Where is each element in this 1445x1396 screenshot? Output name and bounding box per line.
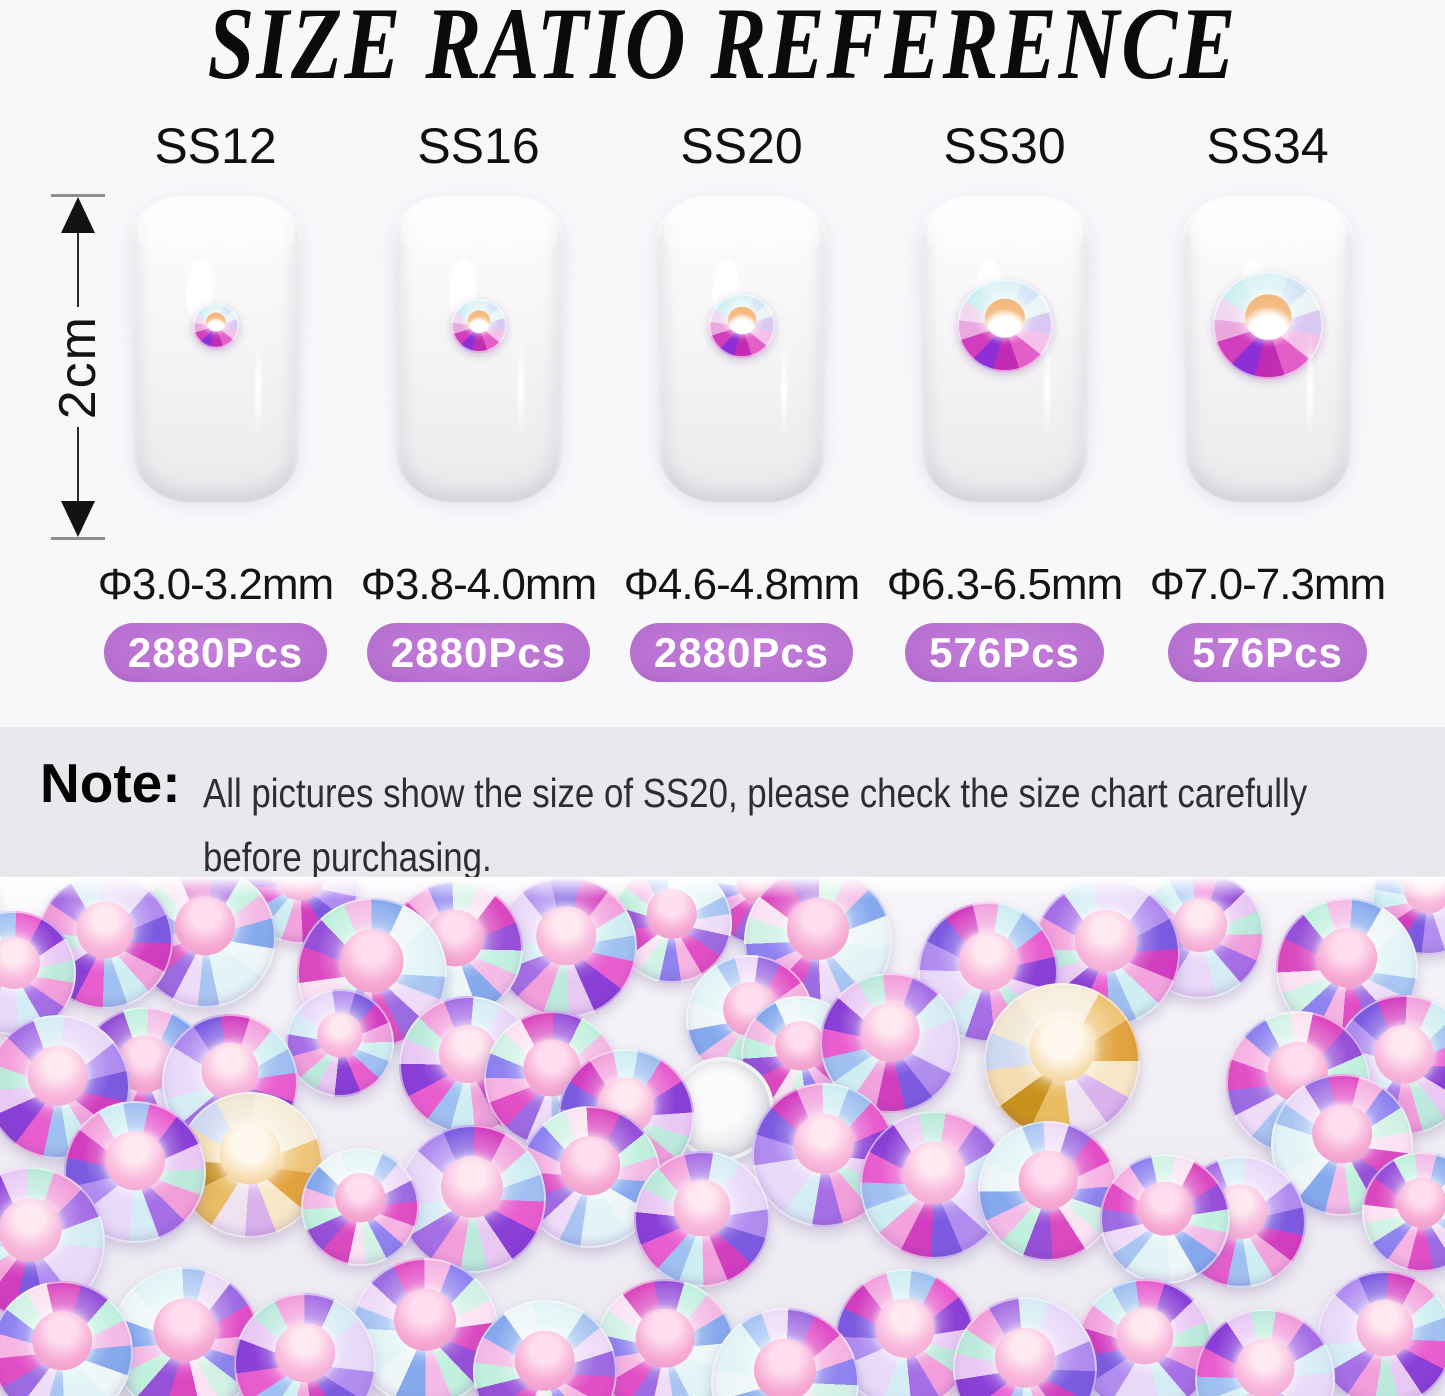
rhinestone [0,1281,133,1396]
nail-rhinestone [1211,271,1324,379]
note-label: Note: [40,752,181,815]
rhinestone [286,989,394,1098]
nail-wrap [873,196,1136,526]
count-badge: 576Pcs [905,622,1104,683]
diameter-label: Φ6.3-6.5mm [886,560,1123,609]
page-title: SIZE RATIO REFERENCE [207,0,1238,102]
diameter-label: Φ3.8-4.0mm [360,560,597,609]
nail-wrap [84,196,347,526]
measure-label: 2cm [49,314,107,420]
nail-shine [662,200,821,266]
nail-rhinestone [191,302,240,349]
rhinestone [1100,1154,1230,1285]
size-column: SS34 Φ7.0-7.3mm 576Pcs [1136,118,1399,683]
rhinestone [1195,1309,1335,1396]
nail-shine [399,200,558,266]
note-section: Note: All pictures show the size of SS20… [0,727,1445,880]
size-column: SS16 Φ3.8-4.0mm 2880Pcs [347,118,610,683]
nail-wrap [610,196,873,526]
nail-image [654,196,829,503]
nail-image [1180,196,1355,503]
nail-shine [925,200,1084,266]
rhinestone [978,1121,1118,1262]
count-badge: 2880Pcs [366,622,591,683]
nail-shine [1188,200,1347,266]
nail-wrap [1136,196,1399,526]
measure-cap-bottom [51,537,105,540]
measure-cap-top [51,194,105,197]
nail-rhinestone [708,293,775,358]
measure-arrow: 2cm [40,194,116,540]
nail-image [391,196,566,503]
rhinestone [301,1148,419,1267]
rhinestone [1077,1279,1213,1396]
nail-image [128,196,303,503]
diameter-label: Φ4.6-4.8mm [623,560,860,609]
nail-shine [136,200,295,266]
size-code-label: SS12 [154,118,277,174]
nail-rhinestone [450,298,507,353]
rhinestone [234,1293,376,1396]
note-line-1: All pictures show the size of SS20, plea… [202,770,1307,817]
note-text: All pictures show the size of SS20, plea… [203,762,1307,889]
measure-line-top [77,233,79,307]
rhinestone [984,983,1140,1140]
measure-line-bottom [77,427,79,501]
diameter-label: Φ3.0-3.2mm [97,560,334,609]
note-line-2: before purchasing. [202,833,492,880]
size-chart-section: 2cm SS12 Φ3.0-3.2mm 2880Pcs [0,118,1445,683]
arrow-up-icon [61,197,95,233]
size-code-label: SS16 [417,118,540,174]
nail-rhinestone [956,278,1053,372]
count-badge: 576Pcs [1168,622,1367,683]
size-column: SS12 Φ3.0-3.2mm 2880Pcs [84,118,347,683]
rhinestone [953,1297,1097,1396]
rhinestone [1317,1271,1445,1396]
photo-section [0,877,1445,1396]
size-code-label: SS30 [943,118,1066,174]
count-badge: 2880Pcs [103,622,328,683]
size-columns: SS12 Φ3.0-3.2mm 2880Pcs SS16 [84,118,1445,683]
nail-wrap [347,196,610,526]
nail-image [917,196,1092,503]
size-column: SS30 Φ6.3-6.5mm 576Pcs [873,118,1136,683]
rhinestone [634,1151,770,1288]
count-badge: 2880Pcs [629,622,854,683]
diameter-label: Φ7.0-7.3mm [1149,560,1386,609]
size-column: SS20 Φ4.6-4.8mm 2880Pcs [610,118,873,683]
rhinestone [398,1125,546,1274]
size-code-label: SS20 [680,118,803,174]
size-code-label: SS34 [1206,118,1329,174]
arrow-down-icon [61,501,95,537]
